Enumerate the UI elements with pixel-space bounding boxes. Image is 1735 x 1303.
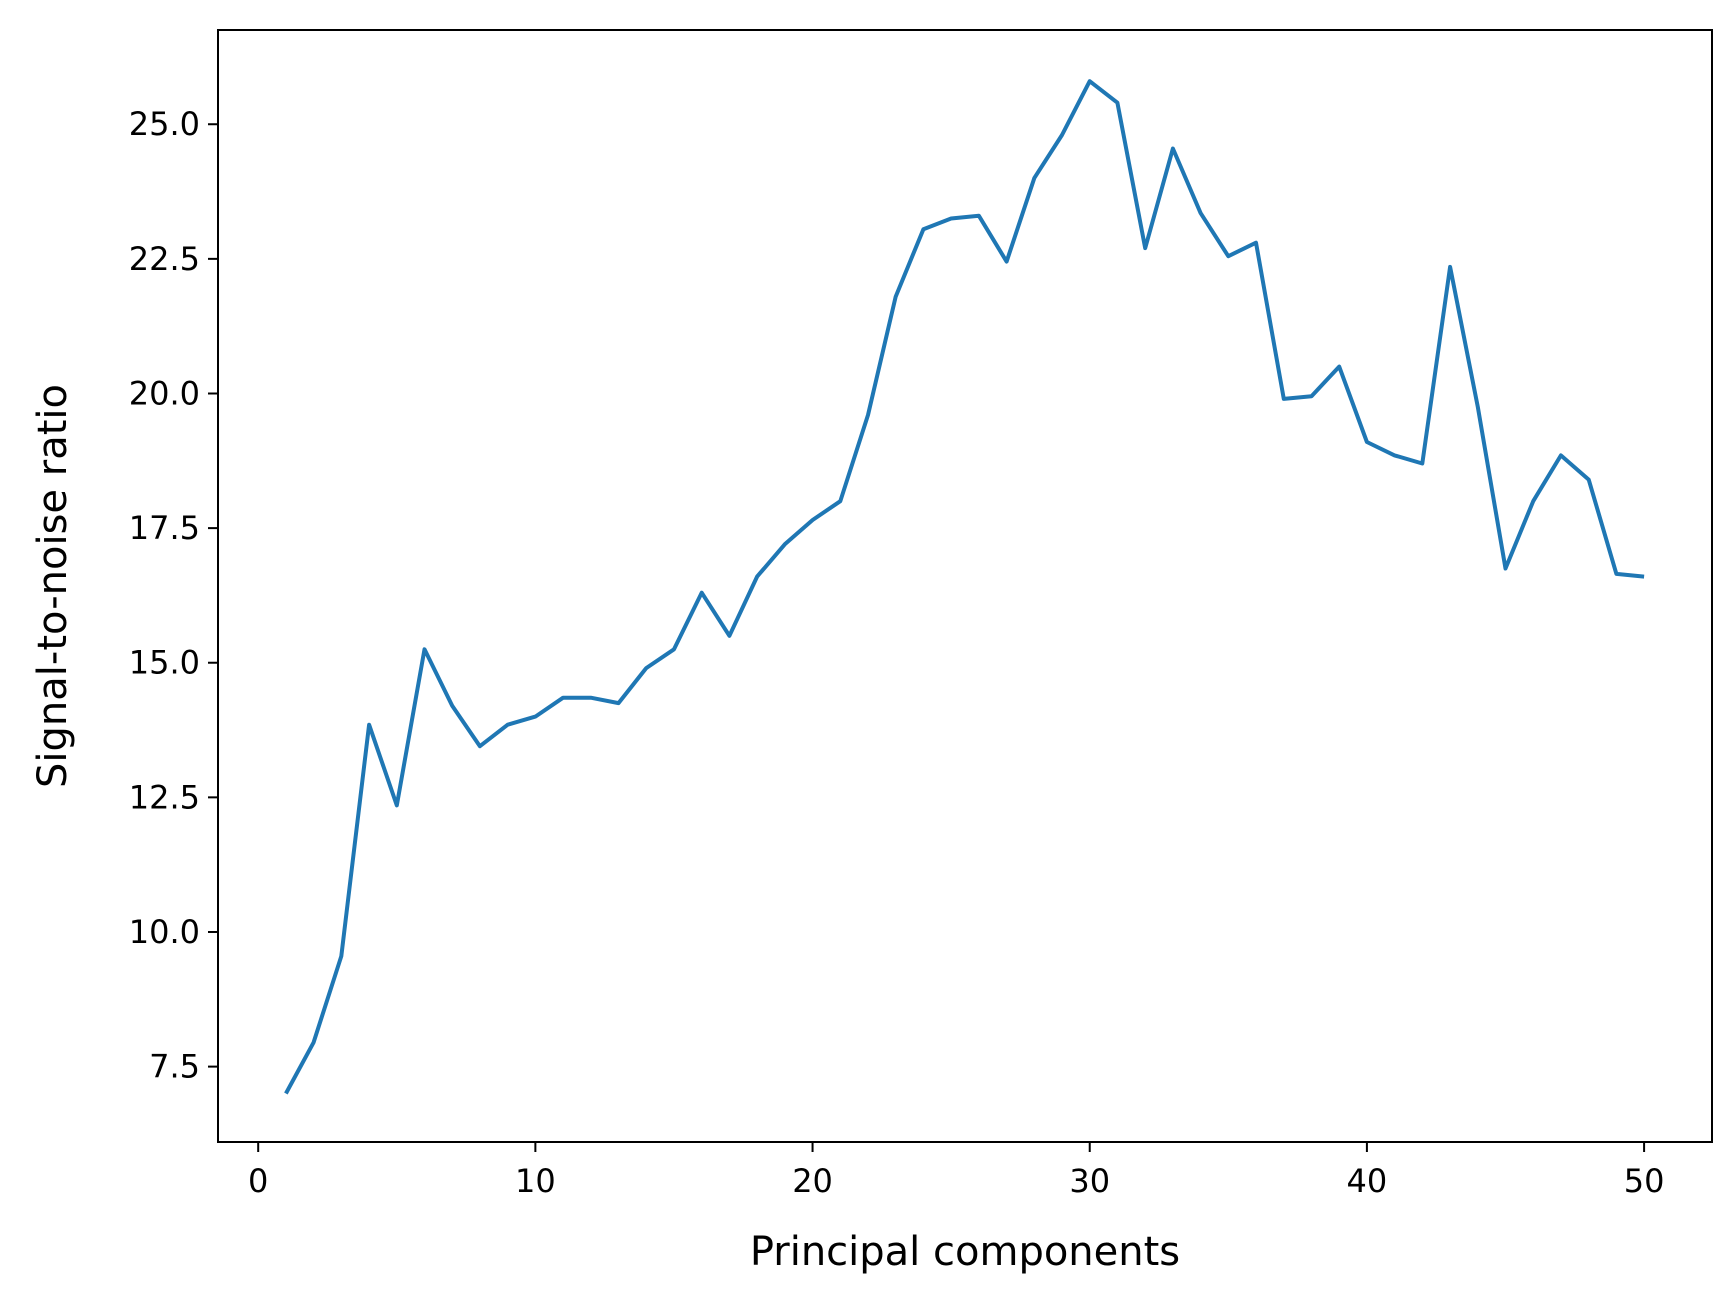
plot-area bbox=[218, 30, 1712, 1142]
plot-frame bbox=[217, 29, 1713, 1143]
y-tick-label: 7.5 bbox=[149, 1048, 200, 1086]
x-tick-label: 0 bbox=[248, 1162, 268, 1200]
x-axis: 0 10 20 30 40 50 bbox=[248, 1142, 1664, 1200]
y-axis: 7.5 10.0 12.5 15.0 17.5 20.0 22.5 25.0 bbox=[129, 105, 218, 1086]
y-axis-label: Signal-to-noise ratio bbox=[30, 384, 76, 788]
y-tick-label: 25.0 bbox=[129, 105, 200, 143]
x-axis-label: Principal components bbox=[750, 1229, 1180, 1275]
series-layer bbox=[284, 79, 1645, 1095]
y-tick-label: 17.5 bbox=[129, 509, 200, 547]
x-tick-label: 10 bbox=[515, 1162, 556, 1200]
x-tick-label: 20 bbox=[792, 1162, 833, 1200]
y-tick-label: 22.5 bbox=[129, 240, 200, 278]
y-tick-label: 20.0 bbox=[129, 374, 200, 412]
x-tick-label: 50 bbox=[1624, 1162, 1665, 1200]
y-tick-label: 15.0 bbox=[129, 644, 200, 682]
x-tick-label: 30 bbox=[1069, 1162, 1110, 1200]
series-line bbox=[284, 79, 1645, 1095]
y-tick-label: 10.0 bbox=[129, 913, 200, 951]
y-tick-label: 12.5 bbox=[129, 778, 200, 816]
x-tick-label: 40 bbox=[1347, 1162, 1388, 1200]
